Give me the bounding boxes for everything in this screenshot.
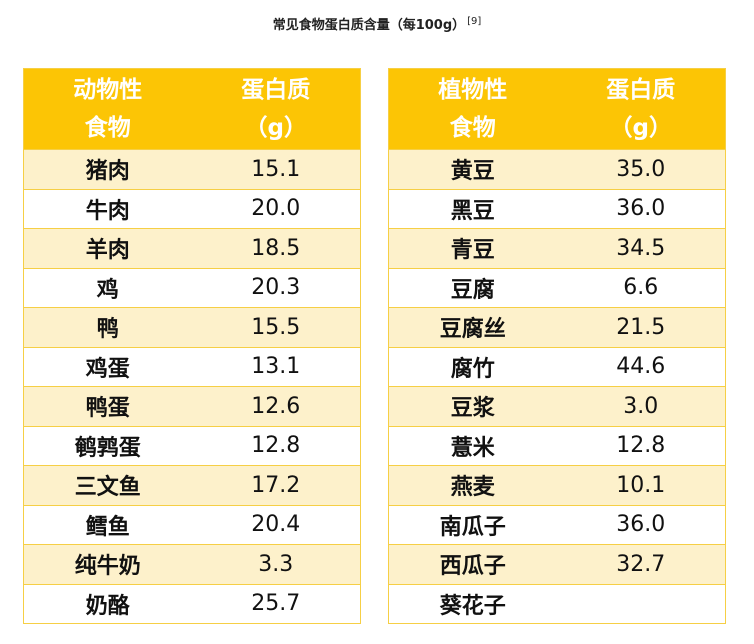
food-name: 纯牛奶 <box>23 544 192 584</box>
protein-value: 17.2 <box>191 465 361 505</box>
reference-link[interactable]: [9] <box>467 15 482 27</box>
protein-value: 3.3 <box>191 544 361 584</box>
food-name: 鸡蛋 <box>23 346 192 387</box>
header-protein-line2: （g） <box>244 115 307 141</box>
table-row: 牛肉 20.0 <box>23 188 361 229</box>
table-row: 鳕鱼 20.4 <box>23 504 361 545</box>
table-row: 葵花子 <box>388 583 726 624</box>
protein-value: 13.1 <box>191 346 361 387</box>
header-food-line1: 动物性 <box>73 77 143 103</box>
table-row: 猪肉 15.1 <box>23 149 361 189</box>
table-row: 西瓜子 32.7 <box>388 544 726 584</box>
header-protein-line1: 蛋白质 <box>606 77 676 103</box>
food-name: 黑豆 <box>388 188 557 229</box>
food-name: 南瓜子 <box>388 504 557 545</box>
table-row: 纯牛奶 3.3 <box>23 544 361 584</box>
protein-value: 34.5 <box>556 228 726 268</box>
protein-value: 12.6 <box>191 386 361 426</box>
table-row: 三文鱼 17.2 <box>23 465 361 505</box>
table-row: 青豆 34.5 <box>388 228 726 268</box>
table-row: 豆浆 3.0 <box>388 386 726 426</box>
table-row: 羊肉 18.5 <box>23 228 361 268</box>
page-title: 常见食物蛋白质含量（每100g） [9] <box>0 14 754 33</box>
protein-value: 44.6 <box>556 346 726 387</box>
food-name: 鸡 <box>23 267 192 308</box>
table-row: 腐竹 44.6 <box>388 346 726 387</box>
protein-value: 35.0 <box>556 149 726 189</box>
protein-value: 3.0 <box>556 386 726 426</box>
header-food-animal: 动物性 食物 <box>23 68 192 150</box>
protein-value: 20.3 <box>191 267 361 308</box>
food-name: 奶酪 <box>23 583 192 624</box>
food-name: 鹌鹑蛋 <box>23 425 192 466</box>
table-row: 鸡 20.3 <box>23 267 361 308</box>
header-food-line2: 食物 <box>449 115 496 141</box>
table-row: 薏米 12.8 <box>388 425 726 466</box>
table-row: 奶酪 25.7 <box>23 583 361 624</box>
table-row: 鸡蛋 13.1 <box>23 346 361 387</box>
header-food-line2: 食物 <box>84 115 131 141</box>
table-row: 南瓜子 36.0 <box>388 504 726 545</box>
table-header-row: 动物性 食物 蛋白质 （g） <box>23 68 361 150</box>
food-name: 腐竹 <box>388 346 557 387</box>
food-name: 豆腐 <box>388 267 557 308</box>
header-protein-line2: （g） <box>609 115 672 141</box>
protein-value: 15.5 <box>191 307 361 347</box>
food-name: 青豆 <box>388 228 557 268</box>
protein-value: 36.0 <box>556 504 726 545</box>
table-row: 鹌鹑蛋 12.8 <box>23 425 361 466</box>
protein-value: 15.1 <box>191 149 361 189</box>
food-name: 鳕鱼 <box>23 504 192 545</box>
table-row: 豆腐 6.6 <box>388 267 726 308</box>
protein-value: 36.0 <box>556 188 726 229</box>
food-name: 西瓜子 <box>388 544 557 584</box>
page-title-text: 常见食物蛋白质含量（每100g） <box>272 18 466 33</box>
table-header-row: 植物性 食物 蛋白质 （g） <box>388 68 726 150</box>
header-protein-line1: 蛋白质 <box>241 77 311 103</box>
table-row: 黄豆 35.0 <box>388 149 726 189</box>
food-name: 羊肉 <box>23 228 192 268</box>
food-name: 猪肉 <box>23 149 192 189</box>
protein-value: 20.0 <box>191 188 361 229</box>
header-food-line1: 植物性 <box>438 77 508 103</box>
food-name: 鸭 <box>23 307 192 347</box>
food-name: 黄豆 <box>388 149 557 189</box>
food-name: 牛肉 <box>23 188 192 229</box>
food-name: 鸭蛋 <box>23 386 192 426</box>
protein-value: 18.5 <box>191 228 361 268</box>
protein-value: 32.7 <box>556 544 726 584</box>
protein-value: 10.1 <box>556 465 726 505</box>
food-name: 豆腐丝 <box>388 307 557 347</box>
table-row: 黑豆 36.0 <box>388 188 726 229</box>
header-food-plant: 植物性 食物 <box>388 68 557 150</box>
food-name: 葵花子 <box>388 583 557 624</box>
protein-value: 12.8 <box>556 425 726 466</box>
plant-protein-table: 植物性 食物 蛋白质 （g） 黄豆 35.0 黑豆 36.0 青豆 34.5 豆腐 6.… <box>388 68 726 624</box>
protein-value: 20.4 <box>191 504 361 545</box>
table-row: 豆腐丝 21.5 <box>388 307 726 347</box>
header-protein: 蛋白质 （g） <box>191 68 361 150</box>
food-name: 薏米 <box>388 425 557 466</box>
protein-value: 12.8 <box>191 425 361 466</box>
protein-value <box>556 583 726 624</box>
table-row: 燕麦 10.1 <box>388 465 726 505</box>
header-protein: 蛋白质 （g） <box>556 68 726 150</box>
food-name: 燕麦 <box>388 465 557 505</box>
table-row: 鸭 15.5 <box>23 307 361 347</box>
animal-protein-table: 动物性 食物 蛋白质 （g） 猪肉 15.1 牛肉 20.0 羊肉 18.5 鸡 20.… <box>23 68 361 624</box>
table-row: 鸭蛋 12.6 <box>23 386 361 426</box>
food-name: 豆浆 <box>388 386 557 426</box>
protein-value: 21.5 <box>556 307 726 347</box>
food-name: 三文鱼 <box>23 465 192 505</box>
protein-value: 6.6 <box>556 267 726 308</box>
protein-value: 25.7 <box>191 583 361 624</box>
